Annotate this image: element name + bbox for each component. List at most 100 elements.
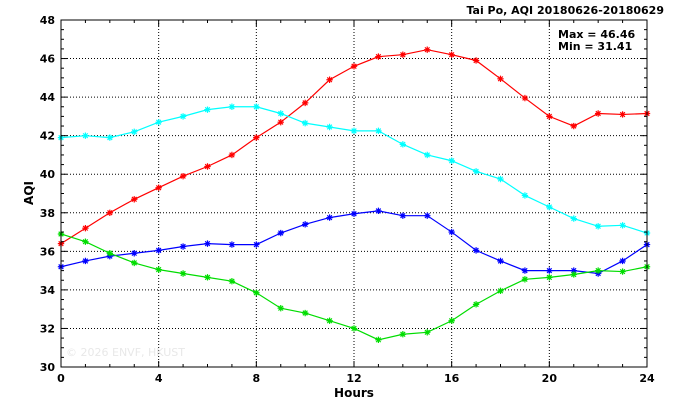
data-point bbox=[155, 266, 162, 273]
gridlines bbox=[61, 20, 647, 367]
y-tick-label: 44 bbox=[40, 91, 56, 104]
data-point bbox=[253, 289, 260, 296]
data-point bbox=[619, 111, 626, 118]
chart-title: Tai Po, AQI 20180626-20180629 bbox=[466, 4, 664, 17]
data-point bbox=[424, 329, 431, 336]
data-point bbox=[497, 257, 504, 265]
data-point bbox=[594, 267, 602, 274]
data-point bbox=[301, 99, 309, 107]
data-point bbox=[82, 257, 89, 265]
data-point bbox=[448, 51, 455, 58]
data-point bbox=[497, 75, 504, 82]
data-point bbox=[179, 172, 187, 180]
data-point bbox=[546, 203, 553, 211]
watermark: © 2026 ENVF, HKUST bbox=[66, 346, 185, 359]
max-annotation: Max = 46.46 bbox=[558, 28, 635, 41]
data-point bbox=[570, 122, 577, 130]
data-point bbox=[326, 76, 333, 83]
data-point bbox=[594, 223, 602, 230]
data-point bbox=[399, 212, 407, 219]
data-point bbox=[326, 214, 333, 221]
data-point bbox=[570, 215, 577, 222]
data-point bbox=[546, 267, 553, 274]
data-point bbox=[155, 118, 162, 126]
data-point bbox=[497, 175, 504, 183]
min-annotation: Min = 31.41 bbox=[558, 40, 632, 53]
data-point bbox=[179, 113, 187, 120]
data-point bbox=[131, 250, 138, 257]
data-point bbox=[301, 119, 309, 127]
data-point bbox=[521, 276, 529, 283]
data-point bbox=[82, 225, 89, 232]
y-tick-label: 40 bbox=[40, 168, 56, 181]
data-point bbox=[448, 317, 455, 324]
data-point bbox=[521, 192, 529, 199]
data-point bbox=[204, 240, 211, 247]
y-tick-label: 36 bbox=[40, 245, 56, 258]
data-point bbox=[326, 123, 333, 131]
data-point bbox=[521, 267, 529, 274]
y-tick-label: 34 bbox=[40, 284, 56, 297]
x-tick-label: 4 bbox=[155, 372, 163, 385]
data-point bbox=[326, 317, 333, 324]
x-tick-label: 12 bbox=[346, 372, 361, 385]
x-tick-label: 16 bbox=[444, 372, 460, 385]
data-point bbox=[424, 151, 431, 159]
data-point bbox=[472, 57, 480, 64]
data-point bbox=[375, 127, 382, 135]
x-axis-title: Hours bbox=[334, 386, 374, 400]
data-point bbox=[301, 309, 309, 317]
y-tick-label: 42 bbox=[40, 130, 55, 143]
data-point bbox=[204, 274, 211, 281]
data-point bbox=[277, 305, 284, 312]
data-point bbox=[375, 336, 382, 344]
data-point bbox=[204, 106, 211, 113]
data-point bbox=[424, 46, 431, 53]
data-point bbox=[277, 110, 284, 117]
data-point bbox=[155, 184, 162, 191]
data-point bbox=[82, 238, 89, 245]
data-point bbox=[228, 241, 236, 248]
data-point bbox=[82, 132, 89, 139]
data-point bbox=[179, 270, 187, 277]
data-point bbox=[619, 257, 626, 265]
data-point bbox=[448, 228, 455, 236]
x-tick-label: 20 bbox=[542, 372, 558, 385]
y-tick-label: 30 bbox=[40, 361, 56, 374]
data-point bbox=[448, 157, 455, 164]
data-point bbox=[497, 287, 504, 295]
data-point bbox=[521, 94, 529, 102]
data-point bbox=[301, 221, 309, 228]
data-point bbox=[472, 301, 480, 308]
data-point bbox=[253, 103, 260, 110]
data-point bbox=[253, 134, 260, 141]
y-tick-label: 46 bbox=[40, 53, 56, 66]
data-point bbox=[277, 229, 284, 237]
data-point bbox=[131, 259, 138, 267]
data-point bbox=[155, 247, 162, 254]
data-point bbox=[228, 151, 236, 159]
y-tick-label: 32 bbox=[40, 322, 55, 335]
x-tick-label: 0 bbox=[57, 372, 65, 385]
data-point bbox=[204, 163, 211, 170]
data-point bbox=[106, 209, 114, 216]
data-point bbox=[350, 63, 358, 70]
data-point bbox=[594, 110, 602, 117]
data-point bbox=[619, 222, 626, 229]
data-point bbox=[277, 118, 284, 126]
data-point bbox=[472, 247, 480, 254]
data-point bbox=[570, 271, 577, 278]
data-point bbox=[106, 134, 114, 141]
y-axis-title: AQI bbox=[22, 181, 36, 205]
data-point bbox=[350, 325, 358, 332]
data-point bbox=[472, 168, 480, 175]
data-point bbox=[375, 207, 382, 215]
data-point bbox=[399, 141, 407, 148]
x-tick-label: 24 bbox=[639, 372, 655, 385]
data-point bbox=[350, 127, 358, 135]
data-point bbox=[131, 128, 138, 136]
series-group bbox=[57, 46, 651, 344]
